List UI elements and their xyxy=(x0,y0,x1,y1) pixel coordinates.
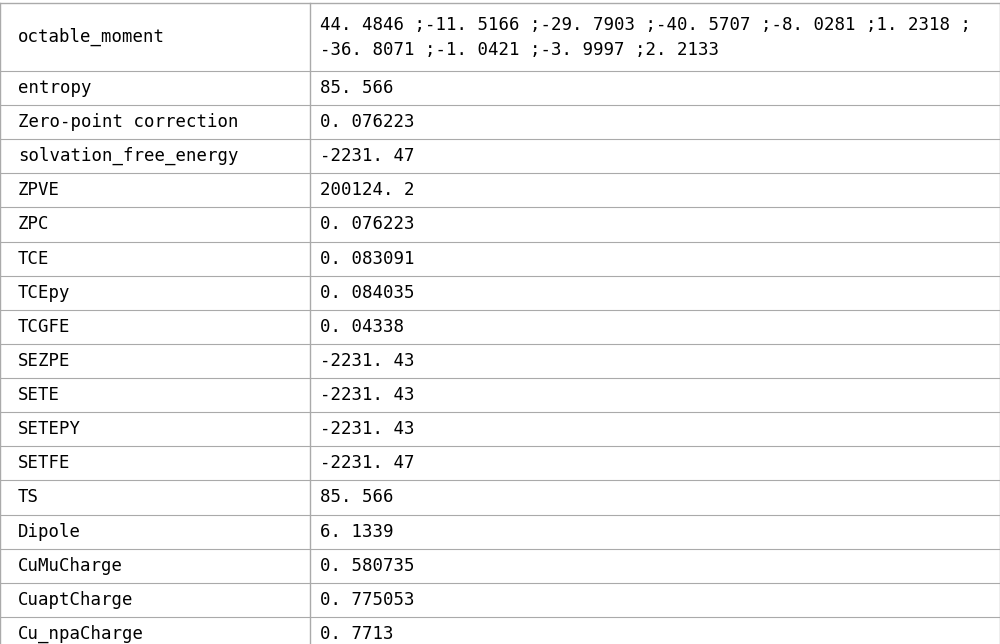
Text: Zero-point correction: Zero-point correction xyxy=(18,113,239,131)
Text: ZPC: ZPC xyxy=(18,216,50,233)
Text: -2231. 43: -2231. 43 xyxy=(320,352,415,370)
Text: 0. 076223: 0. 076223 xyxy=(320,216,415,233)
Text: CuMuCharge: CuMuCharge xyxy=(18,557,123,574)
Text: 0. 076223: 0. 076223 xyxy=(320,113,415,131)
Text: 0. 580735: 0. 580735 xyxy=(320,557,415,574)
Text: -2231. 47: -2231. 47 xyxy=(320,147,415,165)
Text: 0. 04338: 0. 04338 xyxy=(320,318,404,336)
Text: SETE: SETE xyxy=(18,386,60,404)
Text: 85. 566: 85. 566 xyxy=(320,489,394,506)
Text: ZPVE: ZPVE xyxy=(18,182,60,199)
Text: entropy: entropy xyxy=(18,79,92,97)
Text: TCEpy: TCEpy xyxy=(18,284,70,301)
Text: CuaptCharge: CuaptCharge xyxy=(18,591,134,609)
Text: -2231. 47: -2231. 47 xyxy=(320,455,415,472)
Text: SETFE: SETFE xyxy=(18,455,70,472)
Text: 0. 083091: 0. 083091 xyxy=(320,250,415,267)
Text: 0. 775053: 0. 775053 xyxy=(320,591,415,609)
Text: 0. 7713: 0. 7713 xyxy=(320,625,394,643)
Text: TCE: TCE xyxy=(18,250,50,267)
Text: Cu_npaCharge: Cu_npaCharge xyxy=(18,625,144,643)
Text: octable_moment: octable_moment xyxy=(18,28,165,46)
Text: SETEPY: SETEPY xyxy=(18,421,81,438)
Text: SEZPE: SEZPE xyxy=(18,352,70,370)
Text: TCGFE: TCGFE xyxy=(18,318,70,336)
Text: 6. 1339: 6. 1339 xyxy=(320,523,394,540)
Text: TS: TS xyxy=(18,489,39,506)
Text: 44. 4846 ;-11. 5166 ;-29. 7903 ;-40. 5707 ;-8. 0281 ;1. 2318 ;
-36. 8071 ;-1. 04: 44. 4846 ;-11. 5166 ;-29. 7903 ;-40. 570… xyxy=(320,15,971,59)
Text: 200124. 2: 200124. 2 xyxy=(320,182,415,199)
Text: -2231. 43: -2231. 43 xyxy=(320,421,415,438)
Text: -2231. 43: -2231. 43 xyxy=(320,386,415,404)
Text: 0. 084035: 0. 084035 xyxy=(320,284,415,301)
Text: 85. 566: 85. 566 xyxy=(320,79,394,97)
Text: solvation_free_energy: solvation_free_energy xyxy=(18,147,239,166)
Text: Dipole: Dipole xyxy=(18,523,81,540)
